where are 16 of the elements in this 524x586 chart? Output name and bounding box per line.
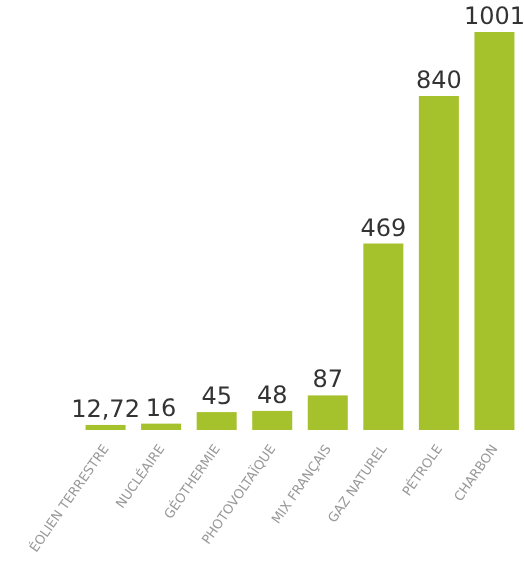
data-label: 48 [256, 380, 288, 409]
data-label: 87 [312, 365, 344, 394]
data-label: 16 [145, 393, 177, 422]
bar [307, 395, 348, 430]
bar [363, 243, 404, 430]
bar [418, 96, 459, 430]
bar [85, 424, 126, 430]
bar [196, 412, 237, 430]
bar [474, 32, 515, 430]
data-label: 840 [415, 66, 462, 95]
data-label: 1001 [463, 2, 524, 30]
data-label: 45 [201, 382, 232, 411]
bar [252, 410, 293, 430]
data-label: 12,72 [71, 394, 140, 423]
data-label: 469 [360, 213, 407, 242]
bar [141, 423, 182, 430]
